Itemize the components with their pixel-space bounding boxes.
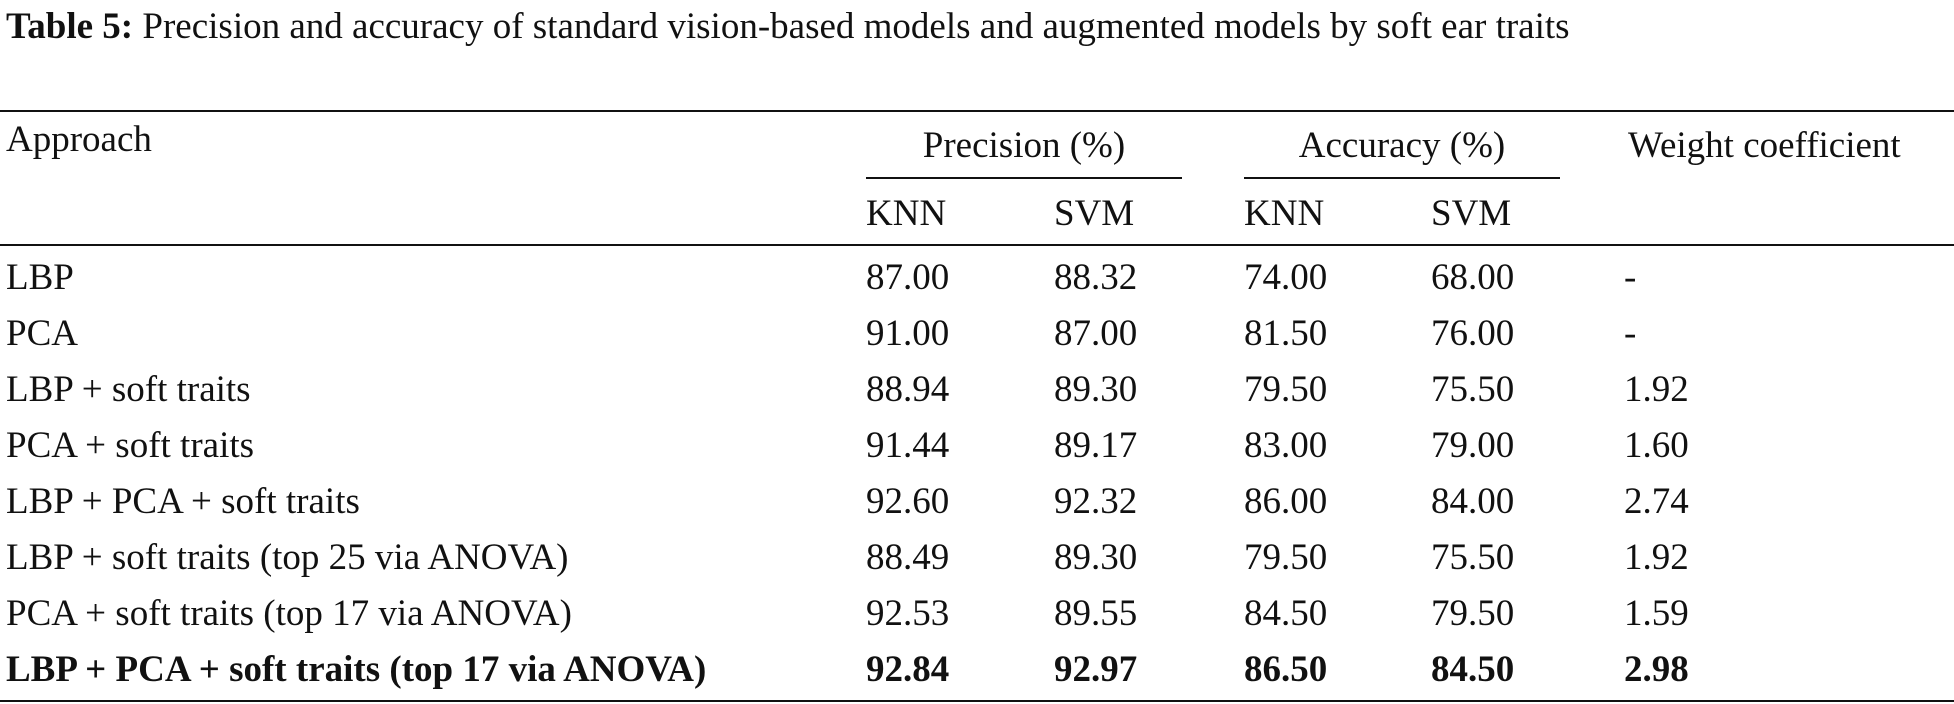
cell-accuracy-knn: 81.50: [1244, 313, 1328, 354]
cell-precision-knn: 91.44: [866, 425, 950, 466]
cell-precision-svm: 89.55: [1054, 593, 1138, 634]
cell-accuracy-knn: 79.50: [1244, 369, 1328, 410]
header-precision-knn: KNN: [866, 193, 947, 234]
caption-label: Table 5:: [6, 6, 134, 47]
table-row: PCA + soft traits 91.44 89.17 83.00 79.0…: [0, 418, 1954, 474]
cell-accuracy-svm: 75.50: [1431, 369, 1515, 410]
cell-accuracy-knn: 83.00: [1244, 425, 1328, 466]
cell-precision-knn: 87.00: [866, 257, 950, 298]
cell-weight: 2.98: [1624, 649, 1689, 690]
cell-weight: 1.92: [1624, 369, 1689, 410]
cell-precision-knn: 92.84: [866, 649, 950, 690]
cell-approach: LBP + soft traits (top 25 via ANOVA): [6, 537, 569, 578]
caption-text: Precision and accuracy of standard visio…: [142, 6, 1570, 47]
header-accuracy-knn: KNN: [1244, 193, 1325, 234]
cell-approach: LBP: [6, 257, 74, 298]
cell-precision-knn: 92.53: [866, 593, 950, 634]
cell-weight: -: [1624, 257, 1637, 298]
table-row: LBP + soft traits 88.94 89.30 79.50 75.5…: [0, 362, 1954, 418]
cell-precision-svm: 92.32: [1054, 481, 1138, 522]
cell-approach: LBP + PCA + soft traits (top 17 via ANOV…: [6, 649, 707, 690]
table-row: PCA + soft traits (top 17 via ANOVA) 92.…: [0, 586, 1954, 642]
cell-accuracy-knn: 84.50: [1244, 593, 1328, 634]
cell-precision-knn: 88.94: [866, 369, 950, 410]
table-row: LBP 87.00 88.32 74.00 68.00 -: [0, 250, 1954, 306]
cell-weight: 2.74: [1624, 481, 1689, 522]
cell-approach: PCA + soft traits (top 17 via ANOVA): [6, 593, 572, 634]
cell-precision-svm: 88.32: [1054, 257, 1138, 298]
cell-accuracy-knn: 86.50: [1244, 649, 1328, 690]
table-row: PCA 91.00 87.00 81.50 76.00 -: [0, 306, 1954, 362]
header-precision-svm: SVM: [1054, 193, 1135, 234]
table-bottom-rule: [0, 700, 1954, 702]
cell-approach: LBP + PCA + soft traits: [6, 481, 360, 522]
table-header-rule: [0, 244, 1954, 246]
header-accuracy: Accuracy (%): [1298, 125, 1506, 166]
cell-weight: 1.60: [1624, 425, 1689, 466]
cell-precision-svm: 89.30: [1054, 369, 1138, 410]
accuracy-group-rule: [1244, 177, 1560, 179]
header-weight-coefficient: Weight coefficient: [1628, 125, 1901, 166]
cell-accuracy-knn: 74.00: [1244, 257, 1328, 298]
cell-accuracy-svm: 76.00: [1431, 313, 1515, 354]
cell-precision-knn: 88.49: [866, 537, 950, 578]
cell-weight: -: [1624, 313, 1637, 354]
cell-precision-svm: 89.30: [1054, 537, 1138, 578]
cell-approach: PCA + soft traits: [6, 425, 255, 466]
cell-weight: 1.59: [1624, 593, 1689, 634]
table-row-best: LBP + PCA + soft traits (top 17 via ANOV…: [0, 642, 1954, 698]
header-precision: Precision (%): [922, 125, 1126, 166]
cell-precision-svm: 92.97: [1054, 649, 1138, 690]
cell-accuracy-knn: 79.50: [1244, 537, 1328, 578]
cell-accuracy-svm: 68.00: [1431, 257, 1515, 298]
cell-accuracy-knn: 86.00: [1244, 481, 1328, 522]
header-accuracy-svm: SVM: [1431, 193, 1512, 234]
cell-approach: PCA: [6, 313, 78, 354]
cell-accuracy-svm: 84.50: [1431, 649, 1515, 690]
header-approach: Approach: [6, 119, 152, 160]
table-caption: Table 5: Precision and accuracy of stand…: [6, 2, 1951, 52]
cell-accuracy-svm: 79.50: [1431, 593, 1515, 634]
table-row: LBP + PCA + soft traits 92.60 92.32 86.0…: [0, 474, 1954, 530]
cell-weight: 1.92: [1624, 537, 1689, 578]
cell-precision-knn: 92.60: [866, 481, 950, 522]
cell-accuracy-svm: 75.50: [1431, 537, 1515, 578]
cell-precision-svm: 89.17: [1054, 425, 1138, 466]
cell-precision-knn: 91.00: [866, 313, 950, 354]
cell-approach: LBP + soft traits: [6, 369, 251, 410]
cell-precision-svm: 87.00: [1054, 313, 1138, 354]
cell-accuracy-svm: 84.00: [1431, 481, 1515, 522]
cell-accuracy-svm: 79.00: [1431, 425, 1515, 466]
precision-group-rule: [866, 177, 1182, 179]
table-row: LBP + soft traits (top 25 via ANOVA) 88.…: [0, 530, 1954, 586]
table-top-rule: [0, 110, 1954, 112]
